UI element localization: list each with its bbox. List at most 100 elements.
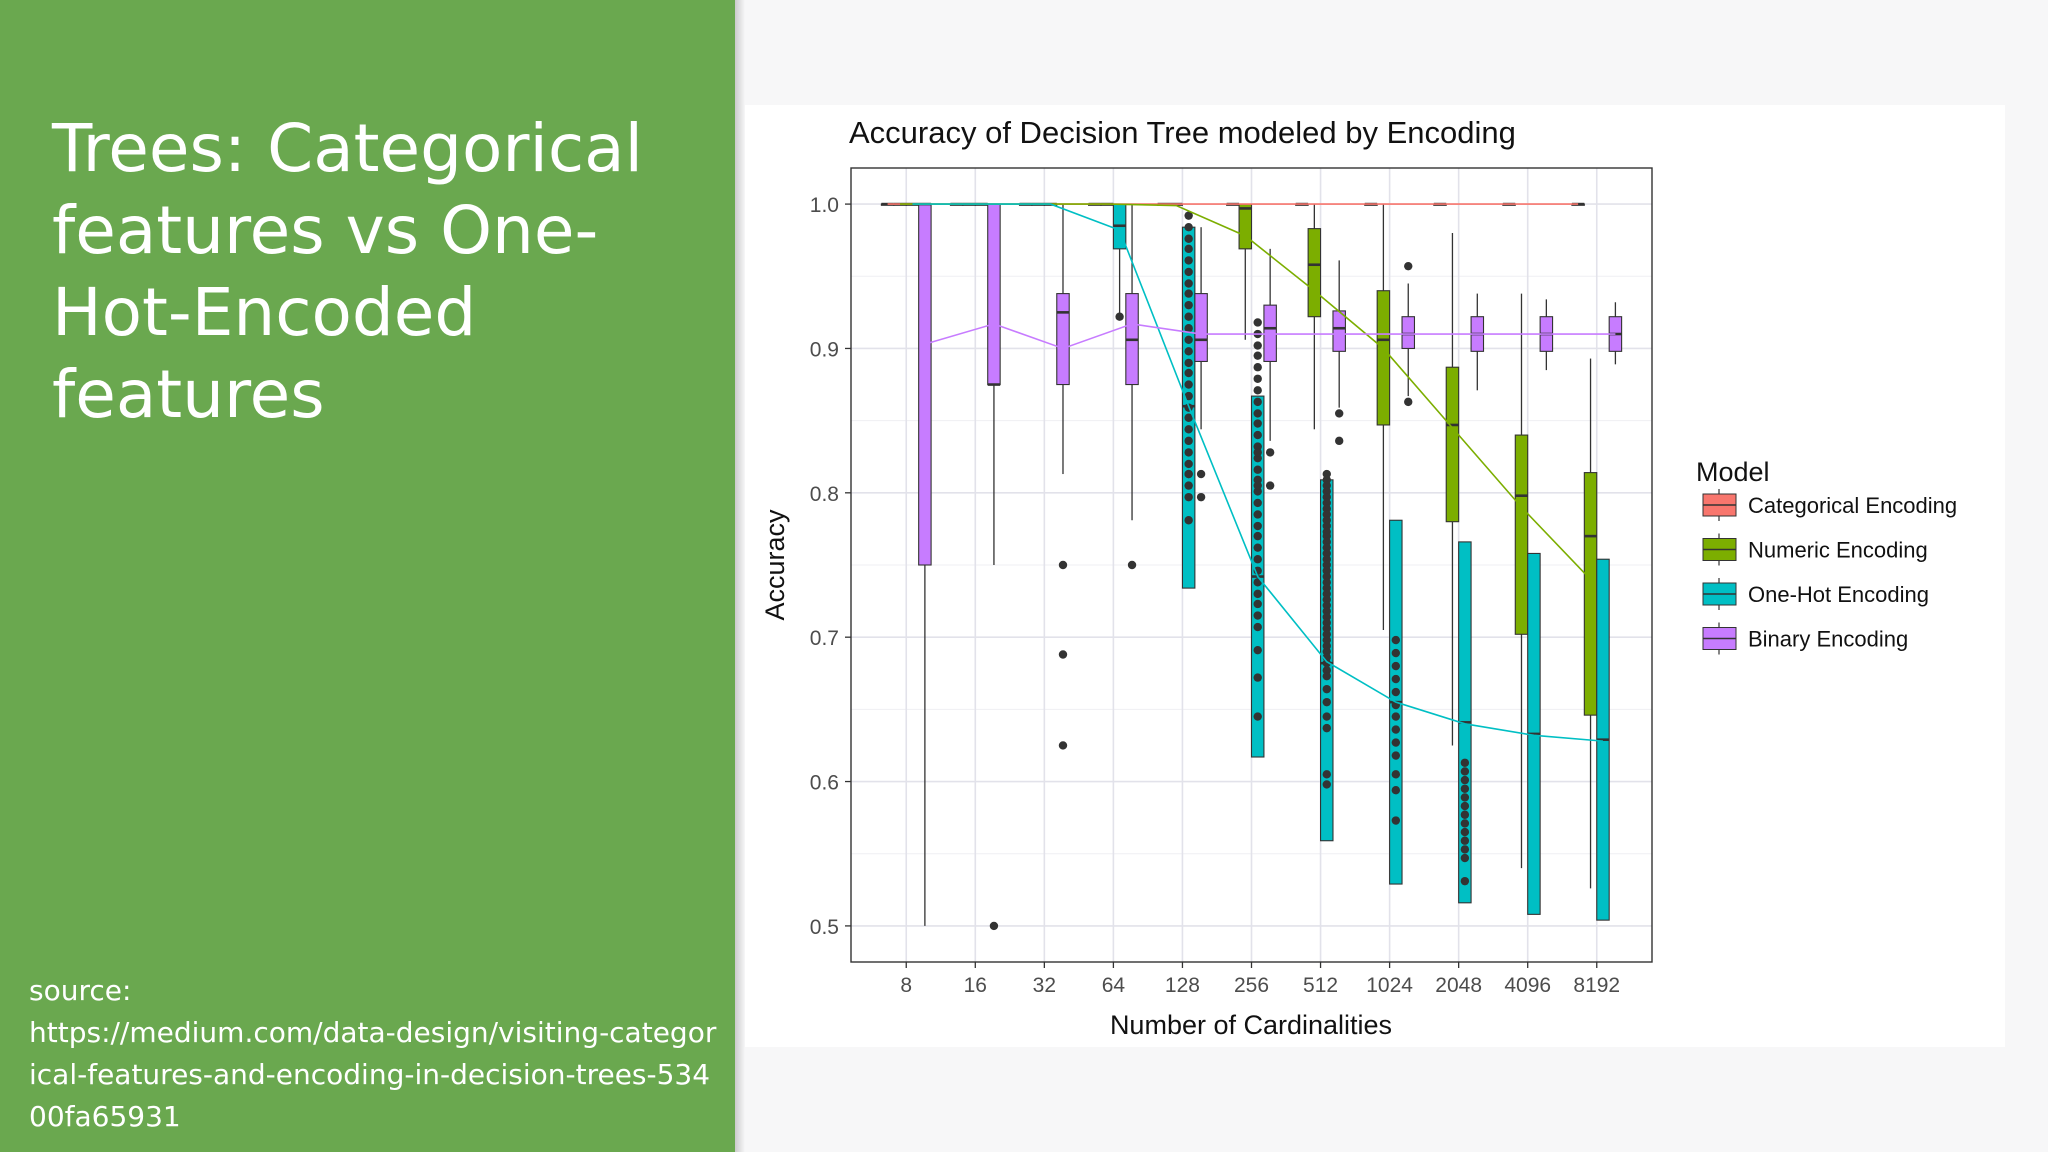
outlier-point <box>1322 666 1331 675</box>
box-iqr <box>1307 228 1322 318</box>
legend-item: Binary Encoding <box>1702 622 1908 655</box>
outlier-point <box>1460 775 1470 785</box>
x-tick-label: 8192 <box>1573 974 1620 997</box>
outlier-point <box>1322 498 1331 508</box>
outlier-point <box>1322 583 1331 593</box>
box-binary-encoding512 <box>1332 260 1346 446</box>
outlier-point <box>1253 589 1262 599</box>
outlier-point <box>1058 560 1068 570</box>
box-iqr <box>1056 293 1070 386</box>
outlier-point <box>1322 601 1331 610</box>
box-iqr <box>1514 434 1529 635</box>
outlier-point <box>1253 622 1262 632</box>
source-block: source: https://medium.com/data-design/v… <box>29 970 719 1138</box>
outlier-point <box>1391 635 1401 645</box>
outlier-point <box>1322 492 1331 502</box>
x-tick-label: 512 <box>1303 974 1338 997</box>
outlier-point <box>1460 784 1470 793</box>
outlier-point <box>1391 816 1401 825</box>
outlier-point <box>1196 469 1206 479</box>
legend-label: Binary Encoding <box>1748 627 1908 652</box>
outlier-point <box>1253 341 1262 350</box>
box-binary-encoding128 <box>1194 227 1208 502</box>
outlier-point <box>1253 531 1262 541</box>
outlier-point <box>1253 543 1262 552</box>
outlier-point <box>1253 397 1262 407</box>
box-numeric-encoding256 <box>1238 203 1253 340</box>
outlier-point <box>1460 819 1470 828</box>
outlier-point <box>1391 751 1401 760</box>
outlier-point <box>1184 234 1193 243</box>
axis-layer: 0.5 0.6 0.7 0.8 0.9 1.0 8 16 32 64 128 256 512 1024 20… <box>810 194 1620 997</box>
box-binary-encoding1024 <box>1401 261 1416 407</box>
outlier-point <box>1253 453 1262 463</box>
outlier-point <box>1058 741 1068 750</box>
outlier-point <box>1253 673 1262 682</box>
outlier-point <box>1322 589 1331 599</box>
outlier-point <box>1184 492 1193 502</box>
outlier-point <box>989 921 999 931</box>
source-url[interactable]: https://medium.com/data-design/visiting-… <box>29 1016 717 1133</box>
outlier-point <box>1253 318 1262 327</box>
outlier-point <box>1322 671 1331 681</box>
outlier-point <box>1184 448 1193 457</box>
outlier-point <box>1322 555 1331 564</box>
outlier-point <box>1253 645 1262 655</box>
outlier-point <box>1460 876 1470 886</box>
outlier-point <box>1184 358 1193 368</box>
outlier-point <box>1460 767 1470 776</box>
legend-item: One-Hot Encoding <box>1702 578 1929 610</box>
legend: Model Categorical Encoding Numeric Encodi… <box>1696 457 1957 655</box>
source-label: source: <box>29 974 132 1007</box>
y-tick-label: 0.5 <box>810 916 839 939</box>
panel-shadow <box>735 0 745 1152</box>
box-numeric-encoding8192 <box>1583 358 1598 889</box>
outlier-point <box>1184 244 1193 254</box>
box-numeric-encoding4096 <box>1514 293 1529 869</box>
outlier-point <box>1184 335 1193 344</box>
outlier-point <box>1391 674 1401 684</box>
outlier-point <box>1127 560 1137 570</box>
outlier-point <box>1322 684 1331 694</box>
outlier-point <box>1184 289 1193 298</box>
outlier-point <box>1253 386 1262 395</box>
y-tick-label: 0.7 <box>810 627 839 650</box>
outlier-point <box>1391 648 1401 658</box>
x-tick-label: 256 <box>1234 974 1269 997</box>
outlier-point <box>1253 599 1262 609</box>
outlier-point <box>1253 475 1262 485</box>
outlier-point <box>1322 481 1331 490</box>
box-numeric-encoding512 <box>1307 204 1322 430</box>
x-tick-label: 128 <box>1165 974 1200 997</box>
y-tick-label: 0.6 <box>810 772 839 795</box>
outlier-point <box>1460 810 1470 819</box>
x-tick-label: 2048 <box>1435 974 1482 997</box>
outlier-point <box>1253 498 1262 508</box>
outlier-point <box>1391 661 1401 671</box>
outlier-point <box>1253 510 1262 519</box>
box-iqr <box>1401 316 1416 350</box>
outlier-point <box>1184 267 1193 277</box>
outlier-point <box>1322 549 1331 558</box>
y-tick-label: 1.0 <box>810 194 839 217</box>
legend-item: Numeric Encoding <box>1702 533 1928 566</box>
outlier-point <box>1322 572 1331 581</box>
box-binary-encoding2048 <box>1470 293 1485 391</box>
outlier-point <box>1184 347 1193 356</box>
x-tick-label: 4096 <box>1504 974 1551 997</box>
box-numeric-encoding2048 <box>1445 232 1460 746</box>
outlier-point <box>1322 624 1331 633</box>
y-axis-label: Accuracy <box>760 509 790 621</box>
outlier-point <box>1322 618 1331 627</box>
outlier-point <box>1184 469 1193 479</box>
outlier-point <box>1391 738 1401 747</box>
outlier-point <box>1391 687 1401 697</box>
outlier-point <box>1322 641 1331 651</box>
outlier-point <box>1322 612 1331 622</box>
outlier-point <box>1184 481 1193 490</box>
outlier-point <box>1322 647 1331 656</box>
outlier-point <box>1253 430 1262 440</box>
box-one-hot-encoding128 <box>1181 211 1196 589</box>
chart-title: Accuracy of Decision Tree modeled by Enc… <box>849 115 1516 150</box>
box-binary-encoding8 <box>918 202 932 926</box>
